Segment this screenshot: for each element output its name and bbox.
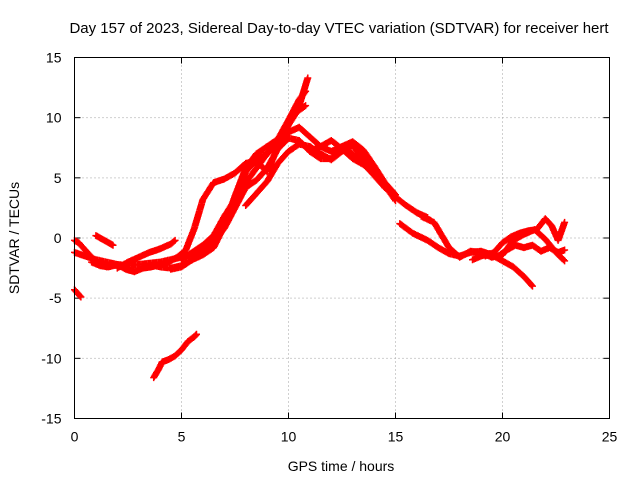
data-points [71,74,569,382]
y-tick-label: -15 [41,411,61,427]
y-tick-label: 5 [54,170,62,186]
x-tick-label: 10 [281,429,297,445]
series-sat-k [469,241,569,264]
series-sat-g [306,137,399,205]
plus-markers [150,330,200,382]
y-axis-title: SDTVAR / TECUs [6,182,22,294]
x-tick-label: 25 [602,429,618,445]
plot-frame [74,57,610,419]
grid-lines [74,57,610,419]
x-tick-label: 15 [388,429,404,445]
tick-labels: 0 5 10 15 20 25 -15 -10 -5 0 5 10 15 [41,50,617,445]
series-sat-o [150,330,200,382]
x-tick-label: 0 [71,429,79,445]
y-tick-label: 15 [46,50,62,66]
y-tick-label: -5 [49,290,62,306]
plus-markers [306,137,399,205]
y-tick-label: -10 [41,350,61,366]
y-tick-label: 10 [46,110,62,126]
x-tick-label: 20 [495,429,511,445]
x-tick-label: 5 [178,429,186,445]
plus-markers [469,241,569,264]
series-sat-p [113,236,179,272]
plus-markers [113,236,179,272]
chart-title: Day 157 of 2023, Sidereal Day-to-day VTE… [69,20,609,37]
plus-markers [92,232,117,249]
y-tick-label: 0 [54,230,62,246]
series-sat-m [92,232,117,249]
x-axis-title: GPS time / hours [288,458,395,474]
